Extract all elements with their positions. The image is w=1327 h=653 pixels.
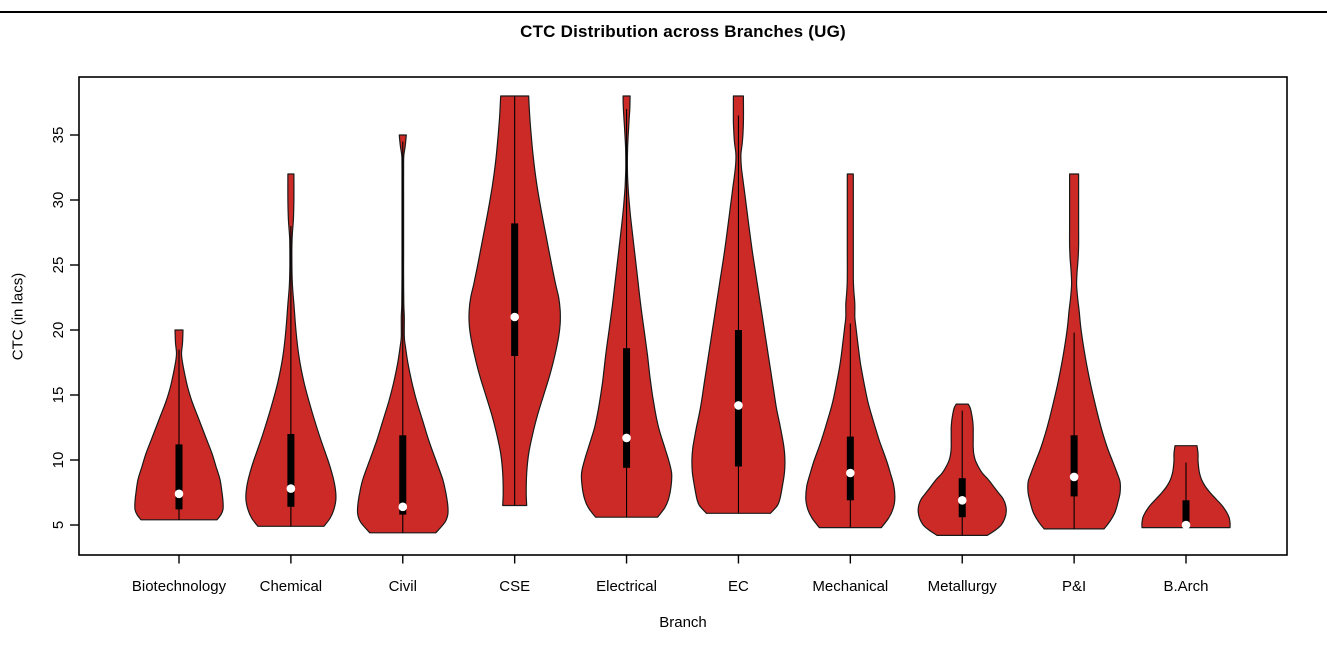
y-tick-label: 15 [50,387,67,404]
x-axis: Biotechnology Chemical Civil CSE Electrical E… [132,555,1209,595]
chart-title: CTC Distribution across Branches (UG) [520,22,846,41]
plot-border [78,76,1288,556]
median-dot [510,312,519,322]
iqr-box [511,223,519,356]
y-axis-title: CTC (in lacs) [9,272,27,361]
x-tick-label: Metallurgy [928,578,998,595]
iqr-box [623,348,631,468]
violin-cse [468,95,561,507]
median-dot [846,468,855,478]
x-tick-label: P&I [1062,578,1086,595]
median-dot [1069,472,1079,482]
violin-b-arch [1141,445,1231,530]
x-tick-label: CSE [499,578,530,595]
y-tick-label: 5 [50,521,67,529]
x-tick-label: Electrical [596,578,657,595]
window-top-divider [0,11,1327,13]
x-axis-title: Branch [659,614,707,631]
violin-chemical [245,173,337,527]
violin-biotechnology [134,329,224,521]
violin-p-i [1027,173,1121,530]
median-dot [286,484,296,493]
iqr-box [1070,435,1078,497]
iqr-box [846,436,854,501]
y-axis: 5 10 15 20 25 30 35 [50,127,79,529]
x-tick-label: EC [728,578,749,595]
x-tick-label: Civil [389,578,417,595]
y-tick-label: 35 [50,127,67,144]
y-tick-label: 20 [50,322,67,339]
violin-mechanical [805,173,896,529]
y-tick-label: 25 [50,257,67,274]
median-dot [174,489,184,499]
median-dot [398,502,408,512]
median-dot [957,496,967,505]
x-tick-label: Biotechnology [132,578,227,595]
iqr-box [734,330,742,467]
median-dot [1181,520,1191,530]
iqr-box [399,435,407,515]
x-tick-label: Chemical [260,578,323,595]
iqr-box [175,444,183,510]
x-tick-label: B.Arch [1163,578,1208,595]
violin-metallurgy [917,403,1007,536]
violin-electrical [580,95,673,518]
violin-ec [691,95,786,514]
iqr-box [287,434,295,507]
y-tick-label: 10 [50,452,67,469]
median-dot [734,401,743,410]
iqr-box [1182,500,1190,527]
median-dot [622,433,631,443]
violin-civil [356,134,449,534]
x-tick-label: Mechanical [812,578,888,595]
y-tick-label: 30 [50,192,67,209]
